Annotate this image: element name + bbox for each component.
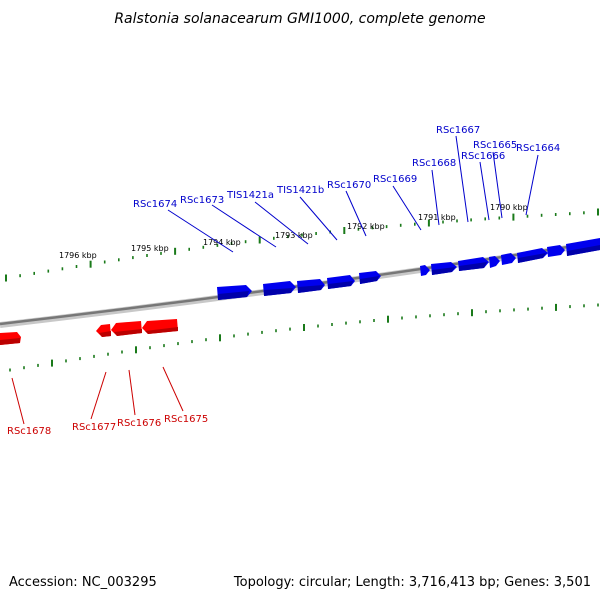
gene-shade bbox=[264, 288, 293, 296]
leader-line bbox=[90, 371, 107, 420]
gene-shade bbox=[298, 285, 323, 293]
gene-shade bbox=[567, 245, 600, 256]
kbp-label: 1790 kbp bbox=[490, 203, 528, 212]
gene-label[interactable]: TIS1421a bbox=[226, 190, 274, 201]
gene-label[interactable]: RSc1677 bbox=[72, 422, 116, 433]
gene-label[interactable]: RSc1675 bbox=[164, 414, 208, 425]
reverse-strand-ticks bbox=[9, 303, 599, 372]
gene-shade bbox=[145, 327, 178, 334]
leader-line bbox=[254, 201, 309, 245]
kbp-label: 1794 kbp bbox=[203, 238, 241, 247]
gene-shade bbox=[218, 291, 249, 300]
gene-label[interactable]: RSc1673 bbox=[180, 195, 224, 206]
gene-label[interactable]: TIS1421b bbox=[276, 185, 324, 196]
gene-arrow-forward[interactable] bbox=[501, 253, 516, 265]
gene-label[interactable]: RSc1670 bbox=[327, 180, 371, 191]
leader-line bbox=[431, 169, 440, 226]
leader-line bbox=[455, 135, 469, 223]
forward-gene-leaders bbox=[167, 135, 539, 253]
gene-label[interactable]: RSc1668 bbox=[412, 158, 456, 169]
kbp-label: 1795 kbp bbox=[131, 244, 169, 253]
leader-line bbox=[299, 196, 338, 241]
reverse-gene-labels: RSc1678 RSc1677 RSc1676 RSc1675 bbox=[7, 414, 208, 437]
kbp-labels: 1796 kbp 1795 kbp 1794 kbp 1793 kbp 1792… bbox=[59, 203, 528, 260]
forward-strand-ticks bbox=[5, 208, 599, 282]
gene-label[interactable]: RSc1664 bbox=[516, 143, 560, 154]
leader-line bbox=[345, 190, 367, 237]
gene-arrow-forward[interactable] bbox=[420, 265, 430, 276]
gene-shade bbox=[432, 267, 455, 275]
leader-line bbox=[211, 204, 277, 248]
leader-line bbox=[479, 161, 490, 221]
gene-shade bbox=[0, 338, 20, 345]
reverse-gene-leaders bbox=[11, 366, 184, 425]
leader-line bbox=[392, 185, 422, 231]
reverse-genes-shade bbox=[0, 327, 178, 345]
gene-shade bbox=[518, 253, 546, 263]
accession-text: Accession: NC_003295 bbox=[9, 575, 157, 590]
leader-line bbox=[128, 369, 136, 416]
kbp-label: 1791 kbp bbox=[418, 213, 456, 222]
gene-label[interactable]: RSc1666 bbox=[461, 151, 505, 162]
gene-label[interactable]: RSc1678 bbox=[7, 426, 51, 437]
gene-label[interactable]: RSc1669 bbox=[373, 174, 417, 185]
map-title: Ralstonia solanacearum GMI1000, complete… bbox=[114, 11, 485, 27]
gene-label[interactable]: RSc1674 bbox=[133, 199, 177, 210]
leader-line bbox=[525, 154, 539, 216]
gene-shade bbox=[328, 281, 353, 289]
gene-label[interactable]: RSc1665 bbox=[473, 140, 517, 151]
kbp-label: 1793 kbp bbox=[275, 231, 313, 240]
gene-label[interactable]: RSc1676 bbox=[117, 418, 161, 429]
kbp-label: 1796 kbp bbox=[59, 251, 97, 260]
gene-arrow-forward[interactable] bbox=[489, 256, 500, 268]
gene-label[interactable]: RSc1667 bbox=[436, 125, 480, 136]
gene-shade bbox=[99, 331, 111, 337]
kbp-label: 1792 kbp bbox=[347, 222, 385, 231]
gene-arrow-forward[interactable] bbox=[547, 245, 565, 257]
forward-genes-shade bbox=[218, 245, 600, 300]
gene-shade bbox=[360, 276, 379, 284]
genome-summary-text: Topology: circular; Length: 3,716,413 bp… bbox=[233, 575, 591, 590]
gene-shade bbox=[459, 262, 487, 271]
forward-gene-labels: RSc1674 RSc1673 TIS1421a TIS1421b RSc167… bbox=[133, 125, 560, 210]
leader-line bbox=[11, 377, 25, 425]
leader-line bbox=[162, 366, 184, 412]
leader-line bbox=[167, 209, 234, 253]
gene-shade bbox=[114, 329, 142, 336]
leader-line bbox=[492, 151, 503, 219]
